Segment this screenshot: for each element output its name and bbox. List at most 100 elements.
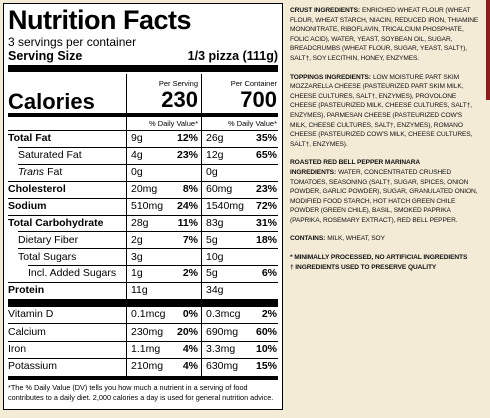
ingredient-section: TOPPINGS INGREDIENTS: LOW MOISTURE PART S… <box>290 73 480 150</box>
dv-container: 72% <box>255 199 277 212</box>
per-serving: Per Serving <box>158 79 198 88</box>
nutrient-name: Cholesterol <box>8 183 66 195</box>
amount-serving: 3g <box>131 250 143 263</box>
edge-stripe <box>486 0 490 100</box>
dv-container: 15% <box>255 360 277 373</box>
ingredient-heading: CRUST INGREDIENTS: <box>290 7 361 14</box>
footnote: *The % Daily Value (DV) tells you how mu… <box>8 383 274 402</box>
nutrient-name: Vitamin D <box>8 308 53 320</box>
nutrient-name-text: Fat <box>47 166 63 178</box>
amount-container: 1540mg <box>206 199 244 212</box>
dv-container: 18% <box>255 233 277 246</box>
amount-container: 5g <box>206 267 218 280</box>
ingredients: CRUST INGREDIENTS: ENRICHED WHEAT FLOUR (… <box>290 6 480 281</box>
serving-size: 1/3 pizza (111g) <box>187 49 278 63</box>
serving-size-label: Serving Size <box>8 49 83 63</box>
row-rule <box>18 248 278 250</box>
nutrient-name: Protein <box>8 284 44 296</box>
nutrient-name-text: Calcium <box>8 325 46 338</box>
nutrient-name: Sodium <box>8 200 47 212</box>
row-rule <box>8 282 278 284</box>
row-rule <box>8 130 278 131</box>
dv-serving: 4% <box>182 343 198 355</box>
nutrient-name-text: Total Carbohydrate <box>8 216 104 229</box>
medium-rule <box>8 113 278 117</box>
column-rule <box>201 74 202 376</box>
amount-serving: 230mg <box>131 325 164 338</box>
servings: 3 servings per container <box>8 35 137 49</box>
amount-serving: 0g <box>131 166 143 178</box>
dv-header: % Daily Value* <box>227 119 277 128</box>
nutrient-name-text: Potassium <box>8 360 58 373</box>
amount-serving: 210mg <box>131 360 164 373</box>
nutrient-name: Saturated Fat <box>18 149 82 161</box>
dv-container: 23% <box>255 182 277 195</box>
ingredient-heading: ROASTED RED BELL PEPPER MARINARA INGREDI… <box>290 159 420 176</box>
ingredient-heading: TOPPINGS INGREDIENTS: <box>290 73 371 81</box>
ingredient-text: MILK, WHEAT, SOY <box>327 235 385 243</box>
label-title: Nutrition Facts <box>8 5 192 35</box>
nutrient-name-text: Total Fat <box>8 132 51 145</box>
per-container: Per Container <box>230 79 277 88</box>
thick-rule <box>8 299 278 306</box>
amount-serving: 28g <box>131 216 149 229</box>
ingredient-text: WATER, CONCENTRATED CRUSHED TOMATOES, SE… <box>290 168 478 224</box>
amount-container: 3.3mg <box>206 343 236 355</box>
amount-serving: 510mg <box>131 199 164 212</box>
dv-serving: 0% <box>182 308 198 321</box>
amount-serving: 4g <box>131 149 143 162</box>
row-rule <box>8 306 278 307</box>
dv-container: 6% <box>261 267 277 280</box>
nutrient-name: Calcium <box>8 326 46 338</box>
row-rule <box>18 231 278 233</box>
dv-container: 10% <box>255 343 277 355</box>
amount-serving: 9g <box>131 132 143 145</box>
nutrient-name-text: Incl. Added Sugars <box>28 267 117 280</box>
row-rule <box>18 163 278 165</box>
dv-container: 60% <box>255 325 277 338</box>
amount-container: 60mg <box>206 182 233 195</box>
amount-container: 12g <box>206 149 224 162</box>
dv-serving: 23% <box>176 149 198 162</box>
amount-container: 0.3mcg <box>206 308 241 321</box>
nutrient-name: Iron <box>8 343 26 355</box>
dv-serving: 12% <box>176 132 198 145</box>
ingredient-notes: * MINIMALLY PROCESSED, NO ARTIFICIAL ING… <box>290 253 480 272</box>
ingredient-note: * MINIMALLY PROCESSED, NO ARTIFICIAL ING… <box>290 254 468 262</box>
amount-serving: 2g <box>131 233 143 246</box>
nutrient-name: Potassium <box>8 360 57 372</box>
nutrient-name: Dietary Fiber <box>18 234 78 246</box>
amount-serving: 1.1mg <box>131 343 161 355</box>
ingredient-section: ROASTED RED BELL PEPPER MARINARA INGREDI… <box>290 158 480 225</box>
dv-serving: 24% <box>176 199 198 212</box>
row-rule <box>8 357 278 359</box>
dv-serving: 2% <box>182 267 198 280</box>
nutrient-name: Total Sugars <box>18 251 76 263</box>
ingredient-text: ENRICHED WHEAT FLOUR (WHEAT FLOUR, WHEAT… <box>290 7 479 62</box>
nutrient-name-text: Iron <box>8 343 27 355</box>
calories-container: 700 <box>240 87 277 112</box>
nutrient-name: Incl. Added Sugars <box>28 267 116 279</box>
nutrition-label: Nutrition Facts 3 servings per container… <box>3 3 283 410</box>
nutrient-name-text: Sodium <box>8 199 47 212</box>
amount-container: 5g <box>206 233 218 246</box>
row-rule <box>8 180 278 182</box>
nutrient-name: Total Carbohydrate <box>8 217 103 229</box>
row-rule <box>8 197 278 199</box>
amount-container: 26g <box>206 132 224 145</box>
amount-container: 0g <box>206 166 218 178</box>
row-rule <box>8 340 278 342</box>
amount-container: 630mg <box>206 360 239 373</box>
column-rule <box>126 74 127 376</box>
dv-header: % Daily Value* <box>148 119 198 128</box>
nutrient-name-text: Protein <box>8 284 45 297</box>
nutrient-name-text: Cholesterol <box>8 182 66 195</box>
amount-container: 83g <box>206 216 224 229</box>
row-rule <box>18 146 278 148</box>
dv-serving: 20% <box>176 325 198 338</box>
dv-container: 35% <box>255 132 277 145</box>
row-rule <box>8 214 278 216</box>
ingredient-section: CONTAINS: MILK, WHEAT, SOY <box>290 234 480 244</box>
dv-serving: 7% <box>182 233 198 246</box>
